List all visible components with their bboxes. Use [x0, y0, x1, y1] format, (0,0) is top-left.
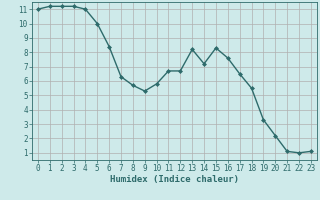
X-axis label: Humidex (Indice chaleur): Humidex (Indice chaleur) [110, 175, 239, 184]
